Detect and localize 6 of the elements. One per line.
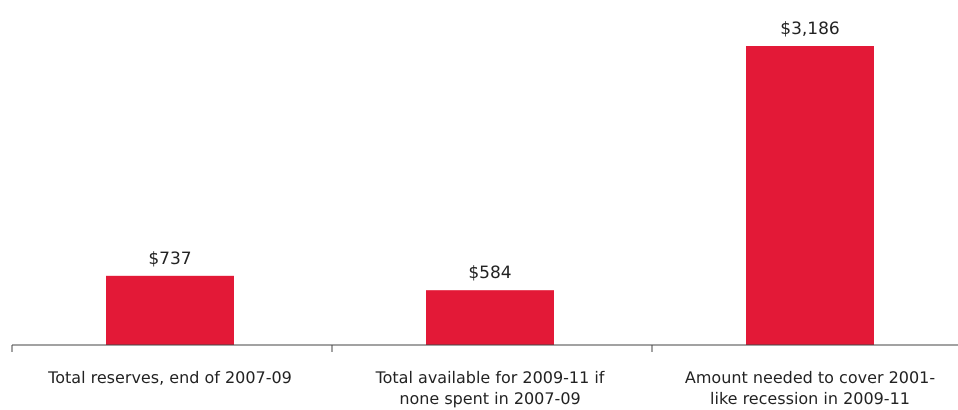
x-tick-label: Amount needed to cover 2001-like recession in 2009-11 bbox=[684, 368, 936, 408]
x-tick-label: Total available for 2009-11 if none spent in 2007-09 bbox=[374, 368, 605, 408]
data-label: $737 bbox=[148, 248, 192, 269]
data-label: $584 bbox=[468, 263, 512, 284]
data-label: $3,186 bbox=[780, 19, 840, 39]
x-tick-label: Total reserves, end of 2007-09 bbox=[47, 368, 292, 387]
